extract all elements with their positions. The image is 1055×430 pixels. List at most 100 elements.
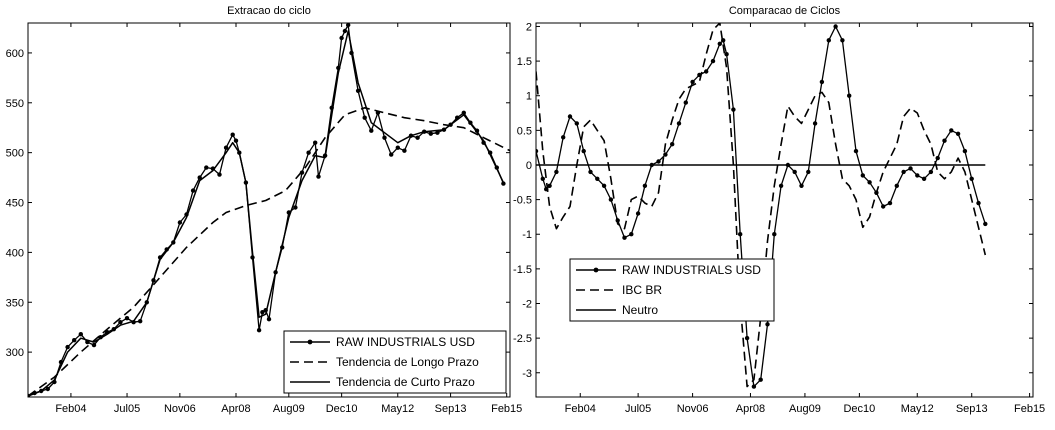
data-point: [561, 135, 566, 140]
data-point: [976, 200, 981, 206]
legend-label: RAW INDUSTRIALS USD: [622, 263, 761, 277]
data-point: [78, 332, 84, 337]
data-point: [642, 183, 648, 188]
x-tick-label: May12: [901, 403, 934, 415]
data-point: [717, 41, 722, 46]
data-point: [744, 335, 750, 341]
data-point: [635, 211, 641, 216]
data-point: [629, 232, 634, 237]
x-tick-label: Feb15: [491, 403, 522, 415]
data-point: [595, 176, 600, 181]
data-point: [826, 38, 831, 43]
x-tick-label: Nov06: [164, 403, 196, 415]
data-point: [840, 38, 845, 43]
data-point: [342, 28, 348, 34]
y-tick-label: -1.5: [513, 264, 532, 276]
series-group: [536, 23, 988, 389]
data-point: [316, 174, 321, 179]
data-point: [72, 338, 77, 343]
data-point: [792, 169, 797, 175]
y-tick-label: -0.5: [513, 195, 532, 207]
cycle-extraction-chart: Extracao do ciclo 300 350 400 450 500 550 600 Fe…: [6, 5, 523, 415]
legend-label: Tendencia de Longo Prazo: [336, 355, 479, 369]
legend: RAW INDUSTRIALS USD IBC BR Neutro: [569, 258, 775, 322]
data-point: [223, 145, 229, 150]
chart-title: Comparacao de Ciclos: [729, 5, 841, 17]
data-point: [266, 317, 272, 322]
data-point: [772, 232, 777, 237]
y-tick-label: 300: [6, 347, 24, 359]
data-point: [690, 79, 695, 85]
data-point: [382, 135, 387, 140]
data-point: [765, 322, 770, 327]
data-point: [901, 169, 906, 175]
data-point: [853, 148, 859, 154]
data-point: [355, 88, 361, 94]
x-tick-label: Dec10: [326, 403, 358, 415]
data-point: [676, 121, 682, 126]
data-point: [118, 320, 123, 325]
data-point: [881, 204, 886, 209]
x-tick-label: Feb15: [1014, 403, 1045, 415]
data-point: [751, 384, 757, 389]
data-point: [894, 183, 899, 188]
plot-frame: [535, 22, 1034, 398]
y-tick-label: -2: [522, 299, 532, 311]
data-point: [608, 197, 614, 202]
x-tick-label: Feb04: [55, 403, 86, 415]
data-point: [306, 150, 311, 155]
data-point: [260, 310, 265, 315]
y-tick-label: 500: [6, 148, 24, 160]
data-point: [574, 121, 579, 126]
data-point: [983, 221, 988, 227]
x-tick-label: Jul05: [625, 403, 651, 415]
x-tick-label: Feb04: [565, 403, 596, 415]
data-point: [540, 176, 545, 181]
data-point: [867, 180, 872, 185]
x-tick-label: Aug09: [789, 403, 821, 415]
data-point: [915, 173, 920, 178]
data-point: [908, 166, 913, 171]
data-point: [656, 159, 661, 164]
data-point: [536, 148, 539, 154]
data-point: [547, 183, 552, 188]
data-point: [942, 138, 947, 143]
data-point: [65, 344, 70, 350]
data-point: [921, 176, 927, 181]
data-point: [415, 135, 420, 140]
data-point: [731, 107, 736, 112]
data-point: [346, 23, 351, 28]
data-point: [860, 173, 865, 178]
data-point: [197, 175, 202, 180]
data-point: [313, 140, 318, 145]
data-point: [724, 52, 729, 57]
data-point: [887, 200, 893, 206]
data-point: [177, 220, 183, 225]
data-point: [683, 100, 688, 105]
y-tick-label: -1: [522, 229, 532, 241]
x-tick-label: Sep13: [956, 403, 988, 415]
data-point: [395, 145, 400, 150]
y-tick-label: 2: [526, 21, 532, 33]
data-point: [402, 148, 407, 153]
data-point: [758, 377, 763, 382]
data-point: [581, 148, 586, 154]
legend-label: IBC BR: [622, 283, 662, 297]
data-point: [339, 35, 344, 41]
data-point: [622, 235, 627, 240]
series-line: [536, 25, 986, 388]
y-tick-label: 550: [6, 98, 24, 110]
data-point: [293, 205, 298, 210]
data-point: [124, 316, 130, 321]
y-tick-label: 1.5: [517, 56, 532, 68]
data-point: [138, 319, 143, 324]
y-tick-label: 400: [6, 247, 24, 259]
data-point: [738, 232, 743, 237]
legend-label: Neutro: [622, 303, 658, 317]
data-point: [778, 183, 784, 188]
data-point: [955, 131, 961, 136]
data-point: [204, 165, 209, 170]
data-point: [45, 386, 50, 392]
